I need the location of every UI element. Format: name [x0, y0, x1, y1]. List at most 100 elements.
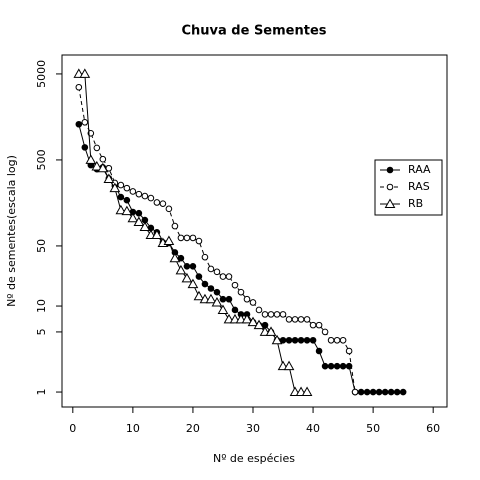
legend-label: RAS: [408, 180, 430, 193]
point: [399, 388, 407, 396]
point: [267, 311, 275, 318]
point: [121, 205, 133, 216]
point: [151, 229, 163, 239]
chart-title: Chuva de Sementes: [181, 24, 326, 39]
point: [241, 313, 253, 324]
point: [129, 188, 137, 195]
point: [177, 234, 185, 242]
point: [169, 252, 181, 263]
point: [135, 190, 143, 198]
point: [81, 144, 89, 151]
y-tick-label: 1: [35, 389, 48, 396]
point: [381, 388, 389, 396]
point: [225, 295, 233, 303]
point: [219, 273, 227, 280]
point: [97, 162, 109, 173]
legend-label: RAA: [408, 163, 431, 176]
point: [393, 388, 401, 396]
x-tick-label: 30: [246, 422, 260, 435]
point: [291, 336, 299, 344]
point: [384, 198, 396, 208]
y-tick-label: 50: [35, 239, 48, 253]
point: [327, 362, 335, 370]
point: [99, 155, 107, 163]
point: [285, 316, 293, 323]
point: [147, 194, 155, 202]
y-tick-label: 10: [35, 299, 48, 313]
series-line: [78, 124, 404, 393]
x-tick-label: 10: [126, 422, 140, 435]
point: [105, 164, 113, 172]
point: [217, 304, 229, 314]
point: [345, 362, 353, 370]
point: [321, 328, 329, 336]
point: [189, 234, 197, 242]
point: [247, 316, 259, 327]
point: [339, 362, 347, 370]
x-tick-label: 0: [69, 422, 76, 435]
x-tick-label: 40: [306, 422, 320, 435]
y-axis-label: Nº de sementes(escala log): [5, 155, 18, 307]
point: [357, 388, 365, 396]
point: [123, 196, 131, 204]
point: [237, 288, 245, 296]
point: [273, 311, 281, 318]
point: [301, 386, 313, 397]
point: [386, 183, 394, 191]
point: [141, 192, 149, 200]
point: [345, 347, 353, 355]
point: [303, 316, 311, 323]
point: [207, 285, 215, 292]
point: [177, 254, 185, 262]
point: [183, 262, 191, 270]
point: [91, 160, 103, 171]
point: [315, 347, 323, 355]
point: [75, 83, 83, 91]
point: [375, 388, 383, 396]
point: [187, 278, 199, 289]
point: [386, 166, 394, 174]
point: [171, 222, 179, 230]
point: [279, 311, 287, 318]
point: [117, 181, 125, 189]
point: [283, 360, 295, 371]
point: [309, 321, 317, 329]
point: [285, 336, 293, 344]
y-tick-label: 5: [35, 328, 48, 335]
point: [265, 326, 277, 336]
point: [271, 334, 283, 345]
y-tick-label: 5000: [35, 60, 48, 88]
point: [219, 295, 227, 303]
point: [195, 273, 203, 280]
point: [109, 182, 121, 193]
point: [181, 272, 193, 283]
point: [115, 204, 127, 215]
series-line: [78, 87, 356, 393]
y-tick-label: 500: [35, 149, 48, 170]
point: [139, 221, 151, 232]
point: [207, 265, 215, 273]
point: [231, 281, 239, 289]
point: [261, 311, 269, 318]
series-line: [78, 73, 308, 393]
point: [213, 268, 221, 276]
point: [369, 388, 377, 396]
point: [303, 336, 311, 344]
point: [327, 336, 335, 344]
point: [363, 388, 371, 396]
legend-label: RB: [408, 197, 423, 210]
point: [201, 253, 209, 261]
point: [255, 306, 263, 314]
point: [291, 316, 299, 323]
x-tick-label: 50: [366, 422, 380, 435]
point: [163, 235, 175, 246]
plot-frame: [61, 54, 448, 408]
point: [103, 173, 115, 184]
point: [231, 306, 239, 314]
point: [333, 336, 341, 344]
point: [133, 216, 145, 226]
point: [253, 319, 265, 330]
point: [135, 209, 143, 217]
point: [339, 336, 347, 344]
